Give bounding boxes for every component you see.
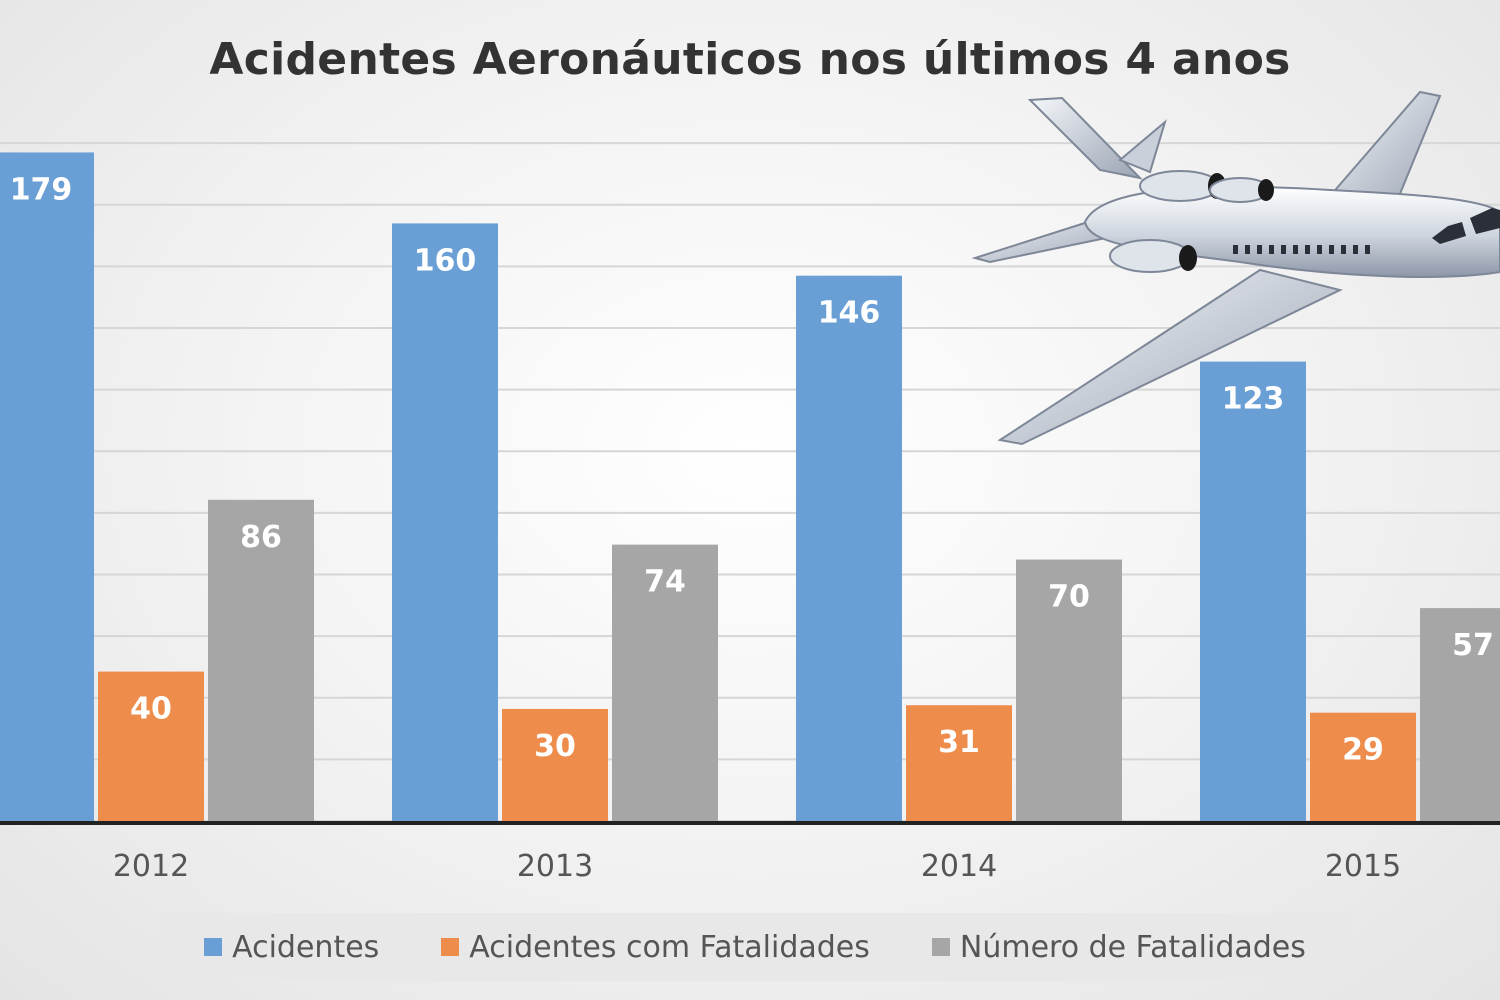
bar-2013-1 [502, 708, 608, 821]
legend-label: Acidentes [232, 929, 380, 965]
data-label: 30 [534, 729, 576, 764]
bar-2012-1 [98, 671, 204, 821]
legend-item-acidentes: Acidentes [204, 930, 379, 965]
data-label: 57 [1452, 628, 1494, 663]
bar-2013-2 [612, 544, 718, 821]
bar-2012-2 [208, 499, 314, 821]
data-label: 29 [1342, 733, 1384, 768]
bar-2012-0 [0, 152, 94, 821]
bar-2015-2 [1420, 608, 1500, 821]
bar-2013-0 [392, 223, 498, 821]
legend-label: Acidentes com Fatalidades [469, 929, 870, 965]
x-axis: 2012 2013 2014 2015 [0, 821, 1500, 884]
bar-2015-0 [1200, 361, 1306, 821]
data-label: 160 [414, 243, 477, 278]
bar-2014-0 [796, 275, 902, 821]
legend: Acidentes Acidentes com Fatalidades Núme… [158, 913, 1352, 981]
airplane-icon [971, 90, 1500, 446]
data-label: 179 [10, 172, 73, 207]
legend-label: Número de Fatalidades [959, 929, 1306, 965]
bar-2014-2 [1016, 559, 1122, 821]
data-label: 123 [1222, 382, 1285, 417]
legend-swatch [204, 938, 223, 956]
bar-2014-1 [906, 705, 1012, 821]
legend-item-numero-de-fatalidades: Número de Fatalidades [931, 929, 1306, 965]
data-label: 86 [240, 520, 282, 555]
legend-swatch [931, 938, 950, 956]
bar-2015-1 [1310, 712, 1416, 821]
data-label: 40 [130, 692, 172, 727]
legend-item-acidentes-com-fatalidades: Acidentes com Fatalidades [441, 930, 870, 965]
legend-swatch [441, 938, 460, 956]
x-tick-label: 2013 [517, 849, 593, 884]
x-tick-label: 2014 [921, 849, 997, 884]
data-label: 74 [644, 565, 686, 600]
chart-title: Acidentes Aeronáuticos nos últimos 4 ano… [209, 34, 1291, 85]
x-tick-label: 2015 [1325, 849, 1401, 884]
bars: 179 40 86 160 30 74 146 31 70 123 29 57 [0, 152, 1500, 821]
data-label: 146 [818, 296, 881, 331]
x-tick-label: 2012 [113, 849, 189, 884]
data-label: 70 [1048, 580, 1090, 615]
data-label: 31 [938, 725, 980, 760]
